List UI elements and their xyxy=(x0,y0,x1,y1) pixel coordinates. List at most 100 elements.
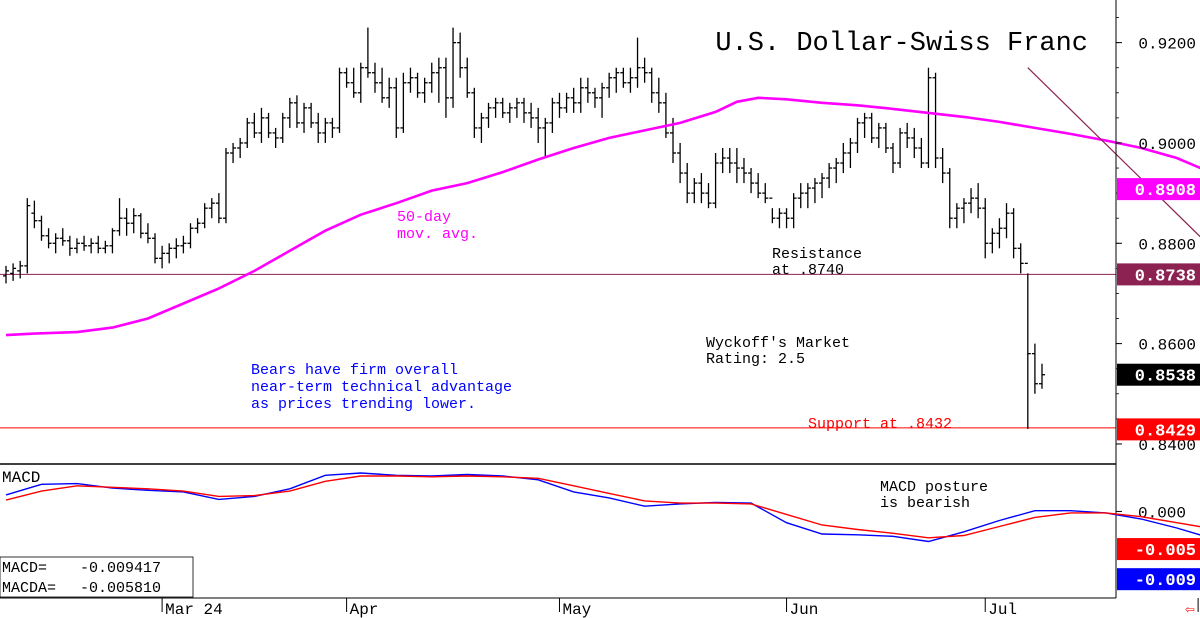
ohlc-bar xyxy=(435,57,442,103)
ohlc-bar xyxy=(677,142,684,184)
ohlc-bar xyxy=(315,112,322,143)
ohlc-bar xyxy=(783,208,790,229)
ohlc-bar xyxy=(272,127,279,148)
ohlc-bar xyxy=(577,77,584,113)
price-tag-label: -0.009 xyxy=(1135,572,1196,591)
ohlc-bar xyxy=(364,27,371,78)
ohlc-bar xyxy=(570,87,577,113)
bears-annotation-line: as prices trending lower. xyxy=(251,396,476,413)
ohlc-bar xyxy=(889,142,896,174)
ohlc-bar xyxy=(123,208,130,236)
price-axis: 0.9200 0.9000 0.8800 0.8600 0.8400 xyxy=(1116,17,1196,455)
ohlc-bar xyxy=(513,97,520,118)
ohlc-bar xyxy=(506,102,513,123)
ohlc-bar xyxy=(684,163,691,204)
ohlc-bar xyxy=(826,163,833,189)
ohlc-bar xyxy=(811,178,818,204)
ohlc-bar xyxy=(102,240,109,254)
price-tag-label: 0.8538 xyxy=(1135,368,1196,387)
ohlc-bar xyxy=(627,67,634,93)
price-tag-label: -0.005 xyxy=(1135,542,1196,561)
ohlc-bar xyxy=(215,193,222,224)
ohlc-bar xyxy=(691,178,698,204)
ohlc-bar xyxy=(31,200,38,229)
ohlc-bar xyxy=(152,233,159,264)
ohlc-bar xyxy=(968,188,975,214)
ohlc-bar xyxy=(400,72,407,133)
ohlc-bar xyxy=(1017,243,1024,274)
ohlc-bar xyxy=(187,223,194,249)
ohlc-bar xyxy=(1031,343,1038,394)
ohlc-bar xyxy=(88,238,95,254)
bears-annotation-line: Bears have firm overall xyxy=(251,362,458,379)
price-tick-label: 0.8600 xyxy=(1138,337,1196,355)
ohlc-bar xyxy=(634,37,641,88)
ohlc-bar xyxy=(897,127,904,169)
time-axis: Mar 24AprMayJunJulAug xyxy=(161,598,1199,618)
macd-panel-title: MACD xyxy=(2,469,40,487)
ohlc-bar xyxy=(698,173,705,204)
ohlc-bar xyxy=(662,92,669,138)
ohlc-bar xyxy=(719,147,726,174)
ohlc-bar xyxy=(1010,208,1017,259)
ohlc-bar xyxy=(712,152,719,209)
ohlc-bar xyxy=(471,87,478,138)
time-tick-label: Mar 24 xyxy=(165,601,223,618)
time-tick-label: May xyxy=(562,601,591,618)
rating-annotation-line: Wyckoff's Market xyxy=(706,335,850,352)
price-tag xyxy=(1117,418,1200,441)
ohlc-bar xyxy=(932,72,939,169)
ohlc-bar xyxy=(159,245,166,269)
ohlc-bar xyxy=(882,122,889,153)
time-tick-label: Jul xyxy=(988,601,1017,618)
ohlc-bar xyxy=(492,97,499,118)
ohlc-bar xyxy=(457,32,464,78)
ohlc-bar xyxy=(960,198,967,224)
ohlc-bar xyxy=(265,112,272,138)
ohlc-bar xyxy=(542,117,549,159)
ohlc-bar xyxy=(357,62,364,103)
ohlc-bar xyxy=(322,117,329,143)
price-tick-label: 0.8800 xyxy=(1138,236,1196,254)
ohlc-bar xyxy=(904,122,911,148)
ohlc-bar xyxy=(308,102,315,128)
ohlc-bar xyxy=(208,198,215,219)
ohlc-bar xyxy=(648,67,655,103)
ohlc-bar xyxy=(868,112,875,143)
ohlc-bar xyxy=(613,67,620,93)
ohlc-bar xyxy=(1003,203,1010,239)
left-arrow-icon[interactable]: ⇦ xyxy=(1185,601,1195,618)
ohlc-bar xyxy=(989,228,996,254)
ohlc-bar xyxy=(116,198,123,236)
price-panel xyxy=(0,27,1200,429)
ohlc-bar xyxy=(975,183,982,219)
time-tick-label: Apr xyxy=(350,601,379,618)
ohlc-bar xyxy=(201,203,208,229)
ohlc-bar xyxy=(293,95,300,128)
resistance-annotation-line: at .8740 xyxy=(772,262,844,279)
ohlc-bar xyxy=(393,77,400,138)
ohlc-bar xyxy=(173,238,180,259)
ohlc-bar xyxy=(1039,363,1045,389)
ohlc-bar xyxy=(925,67,932,169)
ohlc-bar xyxy=(407,67,414,93)
ohlc-bar xyxy=(797,183,804,209)
ohlc-bar xyxy=(194,218,201,234)
price-tag xyxy=(1117,178,1200,201)
ohlc-bar xyxy=(10,263,17,281)
ohlc-bar xyxy=(180,235,187,254)
ohlc-bar xyxy=(854,117,861,153)
macd-panel xyxy=(5,472,1200,543)
price-tag-label: 0.8429 xyxy=(1135,422,1196,441)
price-tick-label: 0.9200 xyxy=(1138,36,1196,54)
ohlc-bar xyxy=(705,183,712,209)
ohlc-bar xyxy=(769,197,776,224)
ohlc-bar xyxy=(982,198,989,259)
ohlc-bar xyxy=(599,82,606,118)
ohlc-bar xyxy=(584,77,591,103)
ohlc-bar xyxy=(875,122,882,148)
price-tag-label: 0.8738 xyxy=(1135,267,1196,286)
ohlc-bar xyxy=(329,117,336,138)
ohlc-bar xyxy=(45,228,52,249)
ohlc-bar xyxy=(464,57,471,98)
